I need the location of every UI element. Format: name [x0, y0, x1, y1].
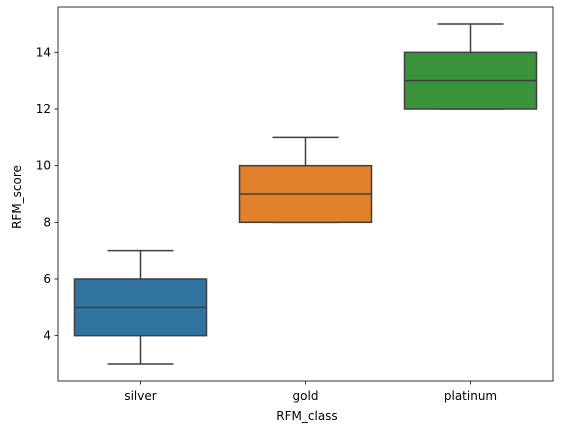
- y-tick-label-14: 14: [36, 45, 51, 59]
- y-axis-label: RFM_score: [10, 165, 24, 229]
- y-tick-label-8: 8: [43, 215, 51, 229]
- y-tick-label-12: 12: [36, 102, 51, 116]
- x-axis-label: RFM_class: [276, 409, 337, 423]
- y-tick-label-10: 10: [36, 159, 51, 173]
- x-tick-label-platinum: platinum: [444, 389, 497, 403]
- x-tick-label-silver: silver: [124, 389, 156, 403]
- y-tick-label-6: 6: [43, 272, 51, 286]
- boxes-layer: [73, 23, 538, 365]
- box-platinum: [403, 23, 538, 110]
- axes-layer: 4 6 8 10 12 14 silver gold platinum: [36, 6, 554, 403]
- x-tick-label-gold: gold: [293, 389, 319, 403]
- box-silver: [73, 249, 208, 365]
- box-gold: [238, 136, 373, 224]
- y-tick-label-4: 4: [43, 329, 51, 343]
